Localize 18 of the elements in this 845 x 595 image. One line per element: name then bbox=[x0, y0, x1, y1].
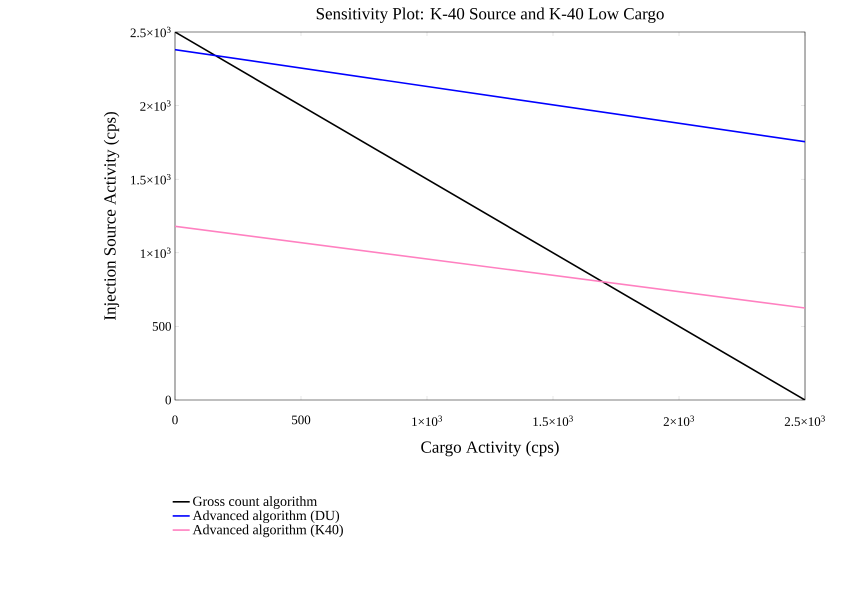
x-tick-label: 1×10$^{3}$ bbox=[412, 416, 442, 426]
legend-label: Gross count algorithm bbox=[193, 496, 318, 509]
chart-title: Sensitivity Plot: K-40 Source and K-40 Low Cargo bbox=[316, 8, 664, 23]
legend-label: Advanced algorithm (K40) bbox=[192, 524, 343, 538]
x-tick-label: 500 bbox=[292, 416, 310, 424]
y-axis-title: Injection Source Activity (cps) bbox=[104, 112, 120, 320]
x-tick-label: 1.5×10$^{3}$ bbox=[533, 416, 573, 426]
x-tick-label: 2×10$^{3}$ bbox=[664, 416, 694, 426]
x-tick-label: 2.5×10$^{3}$ bbox=[784, 416, 825, 426]
y-tick-label: 2×10$^{3}$ bbox=[140, 100, 171, 111]
legend-label: Advanced algorithm (DU) bbox=[192, 510, 340, 524]
x-tick-label: 0 bbox=[172, 416, 178, 424]
y-tick-label: 1.5×10$^{3}$ bbox=[131, 174, 171, 184]
y-tick-label: 2.5×10$^{3}$ bbox=[130, 26, 171, 38]
y-tick-label: 1×10$^{3}$ bbox=[140, 248, 171, 258]
x-axis-title: Cargo Activity (cps) bbox=[421, 440, 559, 456]
y-tick-label: 500 bbox=[152, 322, 171, 331]
y-tick-label: 0 bbox=[166, 396, 171, 404]
